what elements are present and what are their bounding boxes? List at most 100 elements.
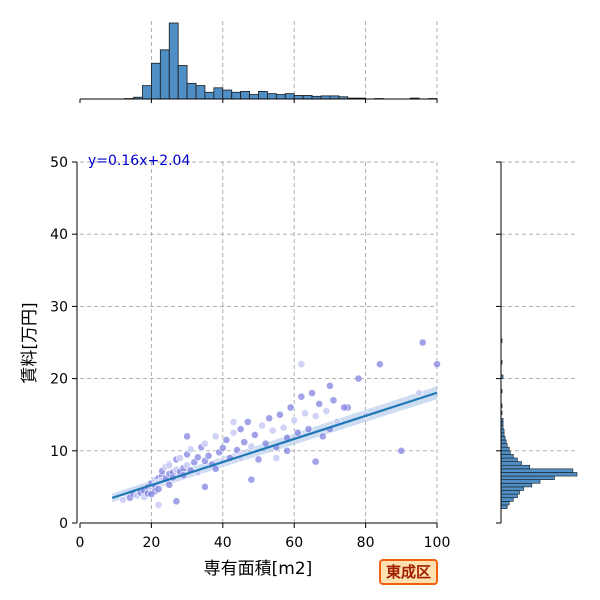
- right-hist-bar: [500, 472, 578, 477]
- scatter-point: [211, 432, 220, 441]
- top-hist-bar: [302, 95, 313, 100]
- x-tick-label: 100: [424, 535, 451, 551]
- scatter-point: [165, 480, 174, 489]
- scatter-point: [258, 421, 266, 430]
- x-tick-label: 0: [76, 535, 85, 551]
- scatter-point: [322, 407, 331, 415]
- right-hist-bar: [500, 486, 524, 491]
- scatter-point: [261, 439, 270, 448]
- top-hist-bar: [240, 91, 250, 100]
- top-hist-bar: [249, 94, 259, 100]
- scatter-point: [183, 432, 191, 441]
- top-hist-bar: [284, 93, 295, 100]
- top-hist-bar: [142, 85, 152, 100]
- y-tick-label: 0: [59, 516, 68, 532]
- right-hist-bar: [500, 461, 522, 466]
- y-tick-label: 40: [50, 227, 68, 243]
- y-tick-label: 20: [50, 372, 68, 388]
- top-hist-bar: [177, 65, 188, 100]
- scatter-point: [201, 482, 209, 491]
- y-tick-label: 10: [50, 444, 68, 460]
- top-hist-bar: [267, 93, 277, 100]
- scatter-point: [308, 389, 316, 397]
- right-hist-bar: [500, 443, 508, 448]
- y-tick-labels: 0 10 20 30 40 50: [50, 155, 68, 532]
- y-axis-title: 賃料[万円]: [20, 302, 40, 383]
- right-hist-bar: [500, 482, 533, 488]
- top-hist-bar: [213, 87, 224, 100]
- x-tick-label: 60: [285, 535, 303, 551]
- scatter-point: [186, 445, 195, 454]
- top-hist-bar: [231, 91, 242, 100]
- scatter-point: [147, 490, 156, 499]
- top-hist-bar: [275, 94, 286, 100]
- right-hist-bar: [500, 497, 514, 502]
- scatter-point: [201, 439, 209, 448]
- scatter-point: [254, 455, 263, 464]
- scatter-point: [397, 446, 406, 455]
- scatter-point: [290, 416, 299, 425]
- right-hist-bar: [500, 450, 511, 455]
- scatter-point: [172, 497, 181, 506]
- right-hist-bar: [500, 446, 510, 452]
- x-tick-label: 80: [357, 535, 375, 551]
- scatter-point: [236, 425, 245, 434]
- right-hist-bar: [500, 501, 510, 506]
- scatter-point: [311, 457, 320, 466]
- scatter-point: [154, 501, 163, 509]
- regression-equation: y=0.16x+2.04: [88, 153, 190, 169]
- scatter-point: [243, 418, 252, 426]
- scatter-point: [297, 360, 306, 369]
- scatter-point: [229, 428, 238, 437]
- x-tick-label: 40: [214, 535, 232, 551]
- x-axis-title: 専有面積[m2]: [204, 559, 313, 579]
- scatter-point: [283, 446, 291, 455]
- scatter-point: [229, 418, 238, 426]
- scatter-point: [418, 338, 427, 347]
- top-hist-bar: [258, 91, 268, 100]
- regression-fit-line: [111, 391, 438, 499]
- scatter-point: [297, 392, 306, 401]
- right-hist-bar: [500, 436, 506, 441]
- scatter-point: [218, 444, 227, 452]
- right-hist-bar: [500, 479, 541, 484]
- scatter-point: [304, 425, 313, 434]
- scatter-point: [222, 436, 231, 444]
- scatter-point: [240, 438, 249, 447]
- scatter-point: [329, 396, 338, 405]
- y-tick-label: 50: [50, 155, 68, 171]
- scatter-point: [279, 423, 288, 432]
- ward-label-badge: 東成区: [379, 559, 439, 585]
- right-histogram: [500, 338, 578, 509]
- regression-line: [111, 391, 438, 499]
- scatter-point: [268, 426, 277, 435]
- scatter-point: [375, 360, 384, 369]
- scatter-point: [415, 389, 424, 397]
- top-hist-bar: [204, 91, 215, 100]
- axes: [72, 98, 502, 528]
- scatter-point: [251, 431, 259, 439]
- scatter-point: [247, 442, 256, 451]
- top-hist-bar: [195, 85, 206, 100]
- scatter-point: [340, 403, 349, 412]
- right-hist-bar: [500, 457, 518, 462]
- x-tick-labels: 0 20 40 60 80 100: [76, 535, 451, 551]
- scatter-point: [193, 453, 202, 462]
- scatter-point: [354, 374, 363, 383]
- scatter-point: [315, 399, 324, 408]
- scatter-point: [272, 454, 281, 462]
- top-hist-bar: [150, 62, 161, 100]
- right-hist-bar: [500, 490, 520, 495]
- scatter-point: [276, 410, 284, 419]
- scatter-point: [286, 403, 295, 412]
- scatter-point: [265, 414, 274, 423]
- top-hist-bar: [186, 82, 197, 100]
- scatter-point: [318, 432, 327, 441]
- right-hist-bar: [500, 493, 518, 499]
- scatter-point: [325, 381, 334, 390]
- scatter-points: [118, 338, 441, 509]
- top-hist-bar: [222, 89, 233, 100]
- right-hist-bar: [500, 454, 514, 459]
- scatter-point: [301, 409, 309, 418]
